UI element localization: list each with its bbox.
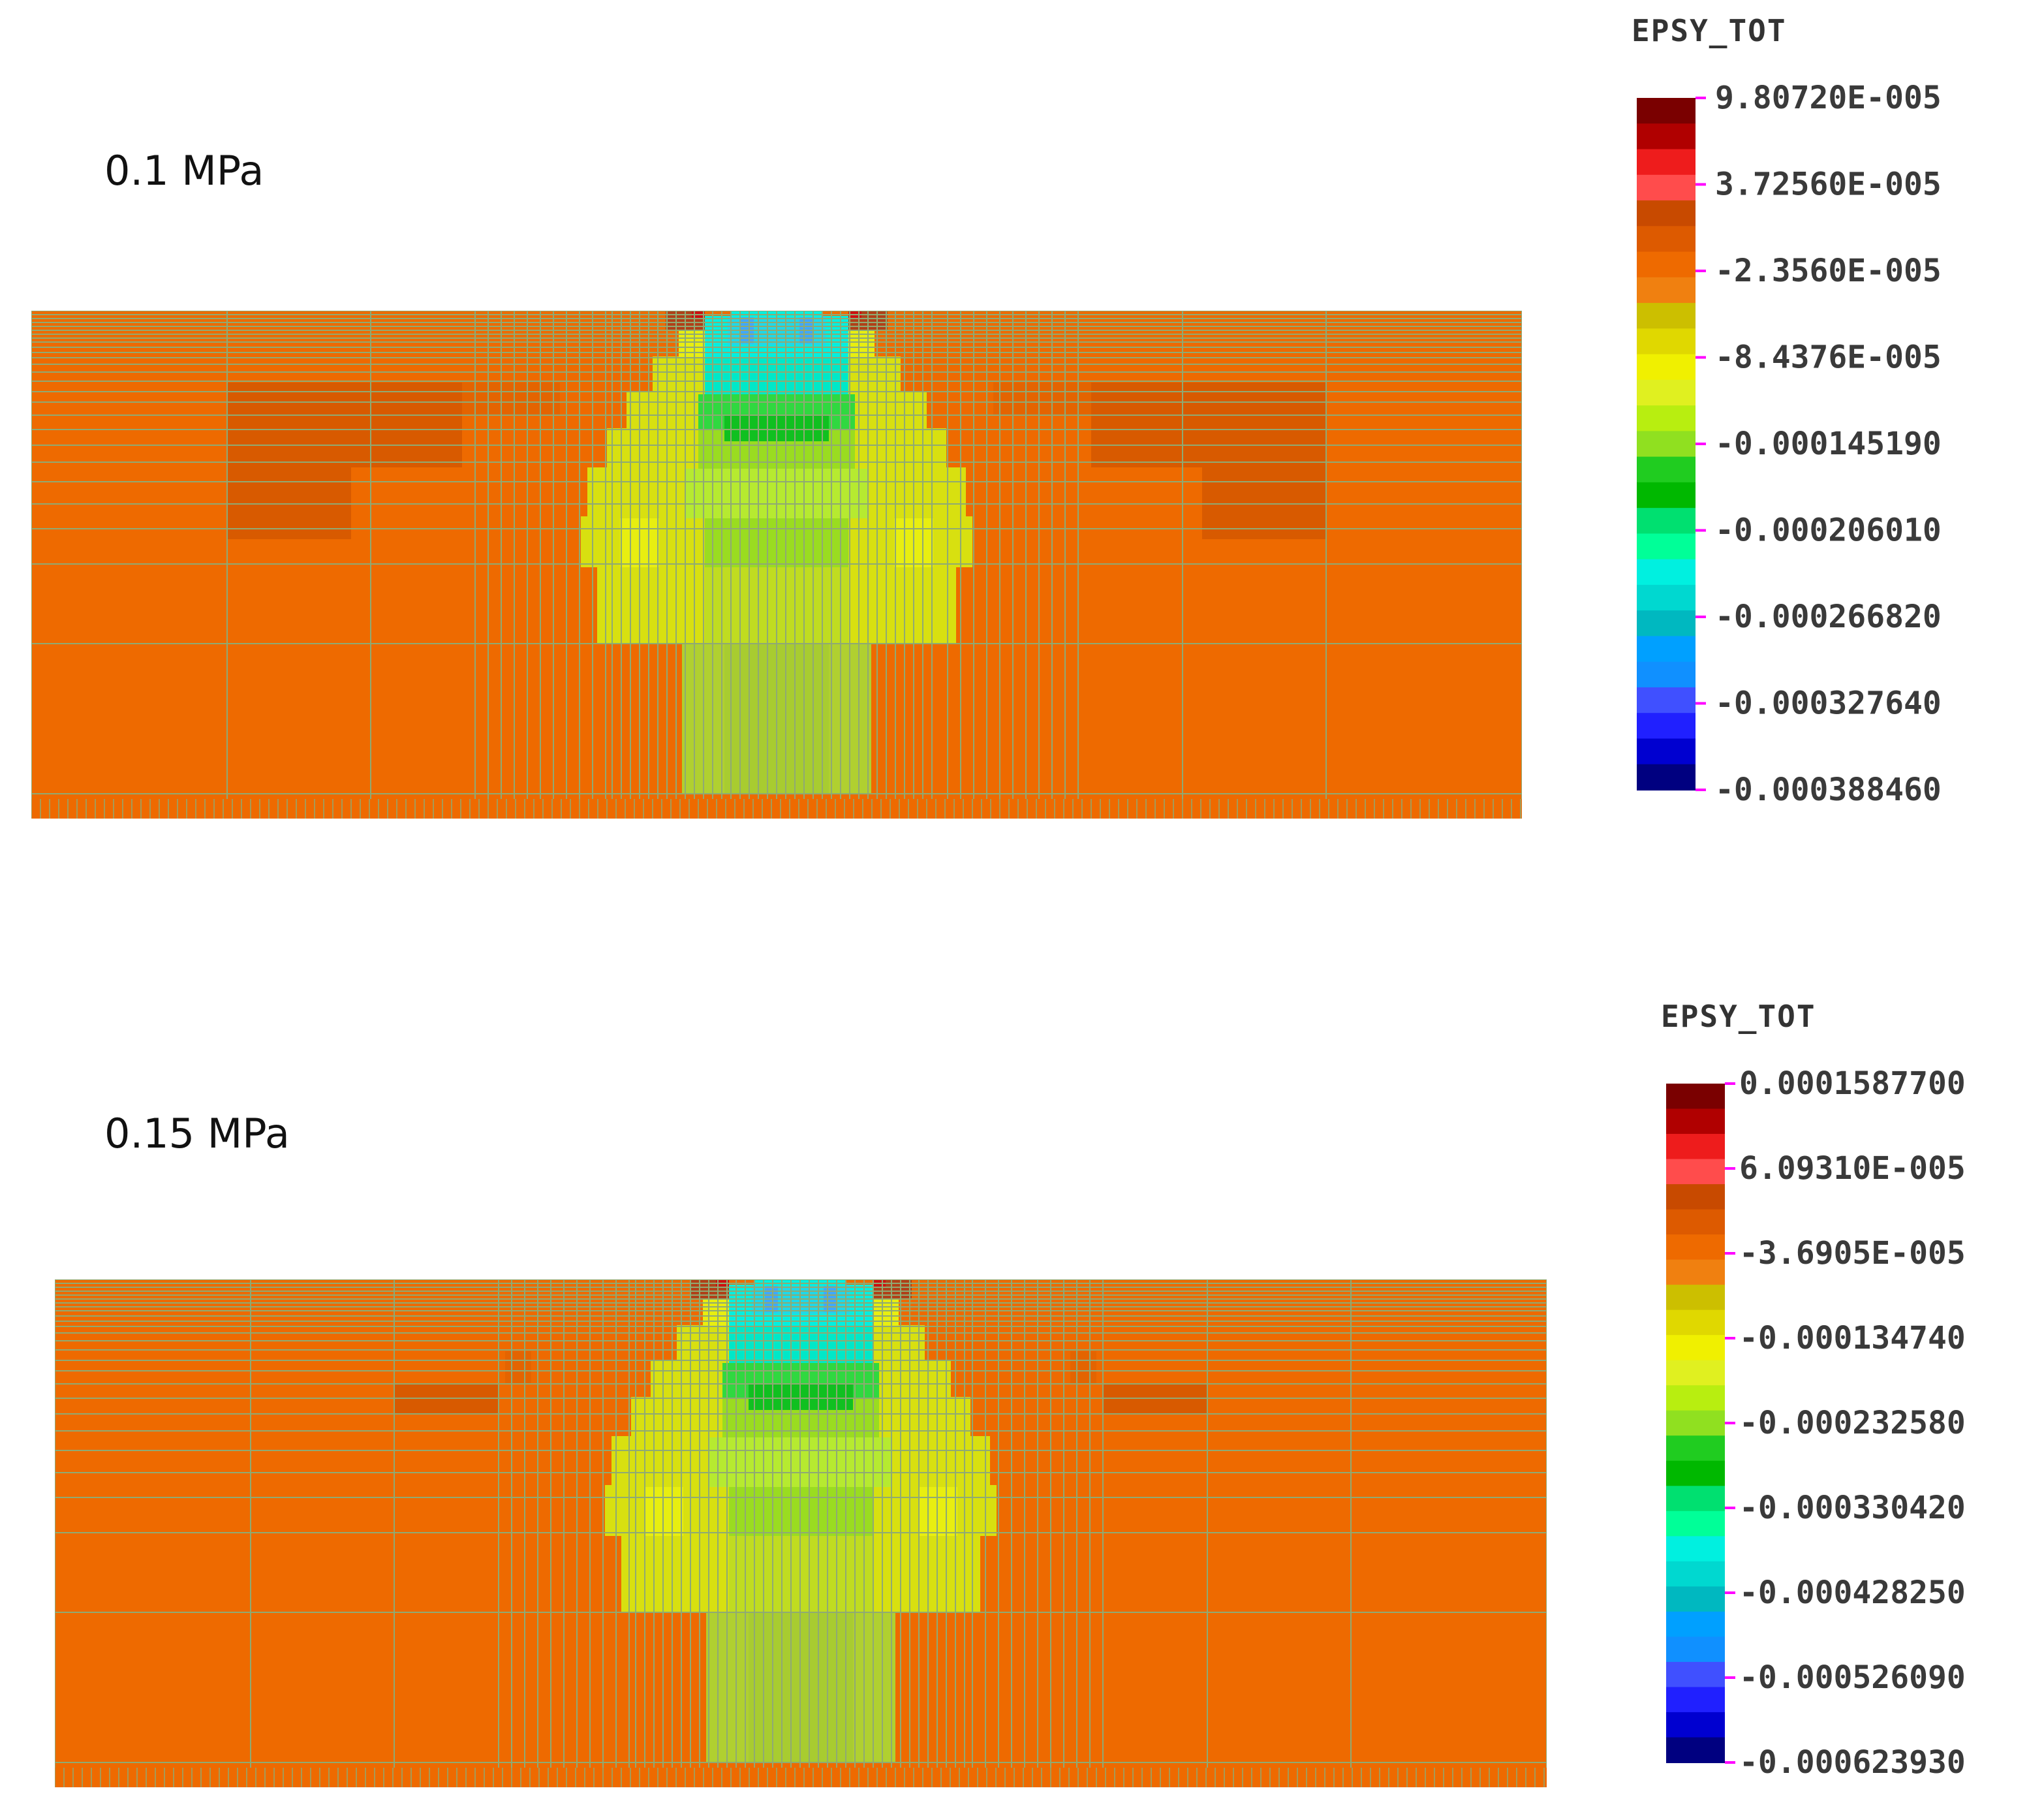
colorbar-segment [1666,1360,1725,1386]
colorbar-segment [1637,738,1696,765]
colorbar-legend: EPSY_TOT 0.0001587700 6.09310E-005 -3.6905… [1661,999,2039,1808]
colorbar-segment [1666,1687,1725,1713]
colorbar-segment [1666,1586,1725,1612]
colorbar-segment [1666,1561,1725,1588]
colorbar-segment [1637,303,1696,330]
colorbar-tick-label: -2.3560E-005 [1715,253,1942,289]
contour-region [1070,1351,1096,1384]
colorbar-segment [1637,123,1696,150]
legend-title: EPSY_TOT [1661,999,1816,1034]
colorbar-legend: EPSY_TOT 9.80720E-005 3.72560E-005 -2.3560… [1632,13,2036,822]
colorbar-tick-label: -0.000388460 [1715,772,1942,808]
colorbar-segment [1637,661,1696,688]
contour-region [993,383,1091,415]
colorbar-segment [1666,1435,1725,1462]
colorbar-tick-label: -0.000232580 [1739,1405,1966,1441]
colorbar-segment [1666,1184,1725,1210]
colorbar-tick-label: -3.6905E-005 [1739,1235,1966,1272]
colorbar-segment [1666,1737,1725,1763]
colorbar-segment [1666,1084,1725,1110]
contour-region [505,1351,531,1384]
colorbar-segment [1666,1712,1725,1738]
contour-region [1091,383,1202,467]
contour-region [351,383,462,467]
colorbar-segment [1666,1309,1725,1336]
colorbar-tick-label: -0.000134740 [1739,1320,1966,1356]
colorbar-segment [1637,277,1696,304]
panel-title: 0.1 MPa [104,147,264,195]
colorbar-segment [1637,456,1696,483]
colorbar-tick-label: -0.000330420 [1739,1490,1966,1526]
colorbar-segment [1637,482,1696,509]
colorbar-segment [1637,610,1696,637]
colorbar-segment [1637,636,1696,663]
contour-region [1202,383,1326,539]
colorbar-segment [1666,1460,1725,1487]
colorbar-tick-label: 0.0001587700 [1739,1065,1966,1102]
colorbar-tick-label: -0.000266820 [1715,599,1942,635]
colorbar-segment [1666,1159,1725,1185]
colorbar-segment [1666,1285,1725,1311]
colorbar-tick-label: -0.000327640 [1715,685,1942,722]
strain-contour-mesh [31,311,1522,819]
colorbar-segment [1637,200,1696,227]
colorbar-segment [1637,98,1696,125]
colorbar-segment [1637,405,1696,432]
colorbar-tick-label: -0.000526090 [1739,1659,1966,1696]
colorbar-segment [1666,1335,1725,1361]
colorbar-segment [1637,149,1696,176]
colorbar-segment [1637,713,1696,740]
colorbar-segment [1637,687,1696,714]
colorbar-segment [1666,1486,1725,1512]
colorbar-segment [1637,764,1696,791]
colorbar-segment [1637,584,1696,612]
colorbar-segment [1637,226,1696,253]
contour-region [462,383,560,415]
colorbar-segment [1637,533,1696,560]
panel-title: 0.15 MPa [104,1110,290,1157]
colorbar-tick-label: -0.000145190 [1715,426,1942,462]
colorbar-tick-label: 6.09310E-005 [1739,1150,1966,1187]
mesh-bottom-band [55,1768,1547,1787]
colorbar-segment [1666,1611,1725,1638]
colorbar-segment [1637,251,1696,278]
contour-region [227,383,351,539]
colorbar-tick-label: -0.000428250 [1739,1574,1966,1611]
colorbar-segment [1637,174,1696,202]
colorbar-tick-label: -0.000206010 [1715,512,1942,549]
colorbar-segment [1637,508,1696,535]
colorbar-segment [1666,1134,1725,1160]
colorbar-segment [1666,1410,1725,1437]
colorbar-segment [1666,1511,1725,1537]
colorbar-segment [1666,1661,1725,1688]
colorbar-segment [1637,559,1696,586]
colorbar-segment [1666,1636,1725,1663]
colorbar-segment [1637,379,1696,407]
colorbar-segment [1666,1536,1725,1562]
colorbar-segment [1666,1259,1725,1286]
colorbar-segment [1666,1385,1725,1411]
colorbar-segment [1637,354,1696,381]
colorbar-tick-label: -8.4376E-005 [1715,339,1942,376]
colorbar-segment [1637,328,1696,355]
colorbar-tick-label: 9.80720E-005 [1715,80,1942,116]
colorbar: 0.0001587700 6.09310E-005 -3.6905E-005 -0.0… [1666,1065,1966,1781]
legend-title: EPSY_TOT [1632,13,1787,48]
colorbar-segment [1666,1234,1725,1260]
colorbar-tick-label: -0.000623930 [1739,1744,1966,1781]
colorbar-segment [1666,1209,1725,1236]
colorbar-segment [1666,1108,1725,1135]
strain-contour-mesh [55,1279,1547,1787]
colorbar-tick-label: 3.72560E-005 [1715,166,1942,203]
mesh-bottom-band [31,799,1522,819]
colorbar-segment [1637,431,1696,458]
colorbar: 9.80720E-005 3.72560E-005 -2.3560E-005 -8.4… [1637,80,1942,808]
